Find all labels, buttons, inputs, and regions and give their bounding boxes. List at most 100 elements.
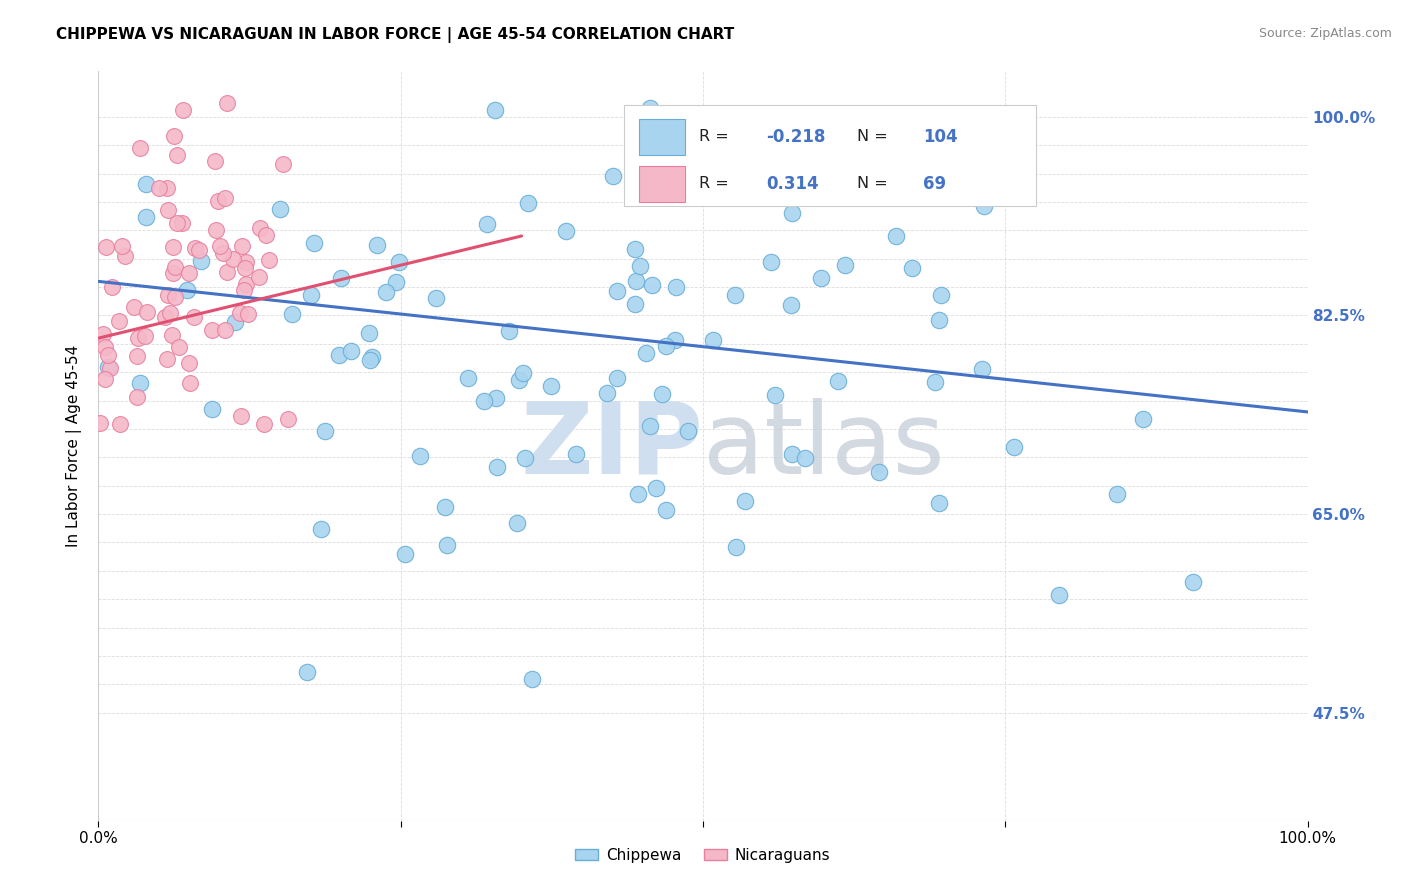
- Point: [884, 229, 907, 244]
- Point: [517, 195, 540, 210]
- Point: [176, 283, 198, 297]
- Point: [222, 252, 245, 267]
- Point: [628, 260, 651, 274]
- Point: [498, 324, 520, 338]
- Point: [425, 291, 447, 305]
- Point: [94, 340, 117, 354]
- Point: [91, 326, 114, 341]
- Point: [273, 157, 295, 171]
- Y-axis label: In Labor Force | Age 45-54: In Labor Force | Age 45-54: [66, 345, 83, 547]
- Point: [94, 240, 117, 254]
- Point: [624, 242, 647, 256]
- Point: [827, 375, 849, 389]
- Point: [299, 288, 322, 302]
- Point: [257, 253, 280, 268]
- Point: [564, 446, 586, 460]
- Point: [702, 333, 724, 347]
- Point: [148, 181, 170, 195]
- Point: [734, 493, 756, 508]
- Point: [606, 284, 628, 298]
- Point: [253, 417, 276, 431]
- FancyBboxPatch shape: [638, 119, 685, 154]
- Point: [960, 163, 983, 178]
- Point: [623, 297, 645, 311]
- Point: [97, 359, 120, 374]
- Point: [208, 239, 231, 253]
- Point: [236, 307, 259, 321]
- Point: [1132, 412, 1154, 426]
- Point: [231, 238, 253, 252]
- Point: [329, 270, 352, 285]
- Point: [277, 411, 299, 425]
- Point: [901, 260, 924, 275]
- Point: [676, 424, 699, 438]
- Point: [157, 287, 180, 301]
- Point: [98, 360, 121, 375]
- Point: [472, 393, 495, 408]
- Point: [602, 169, 624, 183]
- Point: [339, 343, 361, 358]
- Point: [160, 327, 183, 342]
- Text: CHIPPEWA VS NICARAGUAN IN LABOR FORCE | AGE 45-54 CORRELATION CHART: CHIPPEWA VS NICARAGUAN IN LABOR FORCE | …: [56, 27, 734, 43]
- Point: [156, 352, 179, 367]
- Point: [475, 217, 498, 231]
- Point: [89, 416, 111, 430]
- Text: atlas: atlas: [703, 398, 945, 494]
- Legend: Chippewa, Nicaraguans: Chippewa, Nicaraguans: [569, 842, 837, 869]
- Point: [134, 329, 156, 343]
- Point: [626, 487, 648, 501]
- Point: [229, 409, 252, 423]
- Point: [204, 154, 226, 169]
- Point: [190, 254, 212, 268]
- Point: [638, 418, 661, 433]
- Text: R =: R =: [699, 129, 734, 144]
- Point: [214, 190, 236, 204]
- Point: [201, 323, 224, 337]
- Point: [156, 180, 179, 194]
- Point: [486, 459, 509, 474]
- Point: [217, 95, 239, 110]
- Point: [162, 266, 184, 280]
- Point: [606, 371, 628, 385]
- Point: [666, 137, 689, 152]
- Point: [187, 243, 209, 257]
- Point: [135, 305, 157, 319]
- Point: [128, 376, 150, 390]
- Point: [928, 313, 950, 327]
- Point: [166, 148, 188, 162]
- Point: [233, 284, 256, 298]
- Point: [114, 249, 136, 263]
- Point: [162, 240, 184, 254]
- Point: [484, 103, 506, 117]
- Point: [638, 101, 661, 115]
- Text: Source: ZipAtlas.com: Source: ZipAtlas.com: [1258, 27, 1392, 40]
- Point: [309, 522, 332, 536]
- Point: [229, 306, 252, 320]
- Point: [359, 352, 381, 367]
- Point: [177, 266, 200, 280]
- Point: [655, 339, 678, 353]
- Point: [135, 177, 157, 191]
- Point: [127, 331, 149, 345]
- Point: [434, 500, 457, 515]
- Point: [328, 348, 350, 362]
- FancyBboxPatch shape: [638, 166, 685, 202]
- Point: [172, 103, 194, 117]
- Point: [540, 378, 562, 392]
- Point: [388, 255, 411, 269]
- Point: [928, 496, 950, 510]
- Point: [366, 238, 388, 252]
- Point: [717, 159, 740, 173]
- Point: [763, 388, 786, 402]
- Text: 69: 69: [924, 175, 946, 193]
- Point: [214, 322, 236, 336]
- Point: [184, 241, 207, 255]
- Point: [873, 157, 896, 171]
- Text: N =: N =: [856, 129, 893, 144]
- Point: [269, 202, 291, 217]
- Point: [924, 376, 946, 390]
- Point: [810, 270, 832, 285]
- Point: [295, 665, 318, 680]
- Point: [233, 260, 256, 275]
- Point: [374, 285, 396, 299]
